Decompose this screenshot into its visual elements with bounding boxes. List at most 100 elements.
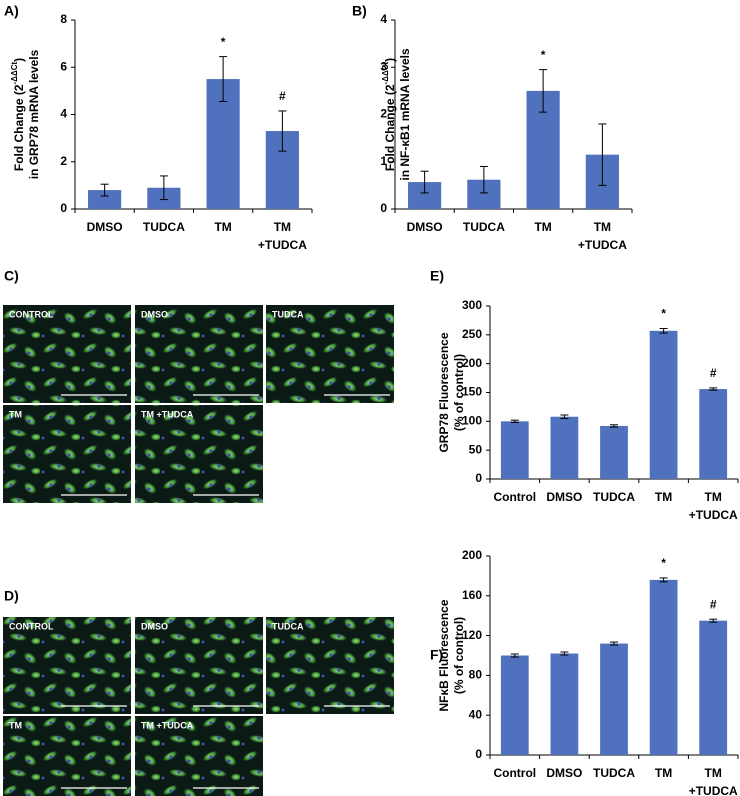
y-axis-label: (% of control) [452,354,466,431]
x-tick-label: TUDCA [593,766,635,780]
y-tick-label: 150 [462,385,482,399]
micrograph [135,617,263,714]
x-tick-label: TM [655,490,672,504]
x-tick-label: TM [214,220,231,234]
y-axis-label-text: Fold Change (2 [383,84,397,171]
y-axis-label-end: ) [383,58,397,62]
significance-marker: * [661,307,666,321]
micrograph [135,405,263,503]
y-tick-label: 4 [60,107,67,121]
micrograph-label: TM [9,409,22,419]
x-tick-label: DMSO [546,766,582,780]
micrograph [135,305,263,403]
x-tick-label: DMSO [87,220,123,234]
y-tick-label: 2 [60,154,67,168]
micrograph [3,617,131,714]
significance-marker: # [710,597,717,611]
micrograph [3,405,131,503]
micrograph [135,716,263,796]
micrograph [3,716,131,796]
x-tick-label: +TUDCA [578,238,627,252]
x-tick-label: TUDCA [143,220,185,234]
significance-marker: * [661,556,666,570]
y-tick-label: 0 [380,201,387,215]
y-axis-label-sup: -ΔΔCt [381,62,390,85]
micrograph-label: CONTROL [9,309,54,319]
micrograph [266,617,394,714]
y-tick-label: 200 [462,548,482,562]
y-tick-label: 2 [380,107,387,121]
y-tick-label: 8 [60,12,67,26]
x-tick-label: +TUDCA [689,784,738,796]
bar [699,389,728,479]
x-tick-label: TM [705,490,722,504]
y-tick-label: 250 [462,327,482,341]
x-tick-label: TM [655,766,672,780]
micrograph-label: TM [9,720,22,730]
bar [699,620,728,755]
y-tick-label: 0 [475,471,482,485]
x-tick-label: DMSO [407,220,443,234]
micrograph-label: TUDCA [272,621,304,631]
y-tick-label: 50 [469,442,483,456]
y-axis-label: NFκB Fluorescence [437,599,451,711]
bar [649,579,678,755]
x-tick-label: +TUDCA [689,508,738,522]
y-tick-label: 0 [60,201,67,215]
bar [600,643,628,755]
x-tick-label: TM [594,220,611,234]
micrograph-label: DMSO [141,309,168,319]
y-tick-label: 100 [462,414,482,428]
panel-label: C) [4,268,19,284]
bar [550,653,579,755]
y-tick-label: 160 [462,588,482,602]
panel-label: F) [430,647,443,663]
y-axis-label-text: GRP78 Fluorescence [437,332,451,452]
y-tick-label: 200 [462,356,482,370]
y-axis-label: GRP78 Fluorescence [437,332,451,452]
micrograph-label: DMSO [141,621,168,631]
y-tick-label: 40 [469,707,483,721]
panel-label: D) [4,588,19,604]
significance-marker: * [221,35,226,49]
x-tick-label: +TUDCA [258,238,307,252]
significance-marker: * [541,48,546,62]
y-axis-label: Fold Change (2-ΔΔCt) [381,58,397,171]
bar [500,421,529,479]
y-axis-label-text: NFκB Fluorescence [437,599,451,711]
significance-marker: # [279,89,286,103]
bar [649,330,678,479]
y-tick-label: 6 [60,59,67,73]
y-axis-label: Fold Change (2-ΔΔCt) [10,58,26,171]
bar [500,655,529,755]
micrograph-label: CONTROL [9,621,54,631]
x-tick-label: TM [705,766,722,780]
x-tick-label: TUDCA [463,220,505,234]
micrograph-label: TUDCA [272,309,304,319]
y-tick-label: 3 [380,59,387,73]
significance-marker: # [710,366,717,380]
y-tick-label: 120 [462,628,482,642]
x-tick-label: Control [493,766,536,780]
x-tick-label: TUDCA [593,490,635,504]
panel-label: E) [430,268,444,284]
panel-label: A) [4,3,19,19]
y-axis-label-text: Fold Change (2 [12,84,26,171]
bar [88,190,122,209]
y-axis-label-sup: -ΔΔCt [10,62,19,85]
bar [550,416,579,479]
micrograph [266,305,394,403]
y-tick-label: 300 [462,298,482,312]
x-tick-label: Control [493,490,536,504]
y-tick-label: 4 [380,12,387,26]
y-tick-label: 1 [380,154,387,168]
micrograph-label: TM +TUDCA [141,409,194,419]
micrograph [3,305,131,403]
y-tick-label: 0 [475,747,482,761]
y-axis-label: in GRP78 mRNA levels [27,49,41,179]
panel-label: B) [352,3,367,19]
micrograph-label: TM +TUDCA [141,720,194,730]
x-tick-label: TM [534,220,551,234]
x-tick-label: DMSO [546,490,582,504]
